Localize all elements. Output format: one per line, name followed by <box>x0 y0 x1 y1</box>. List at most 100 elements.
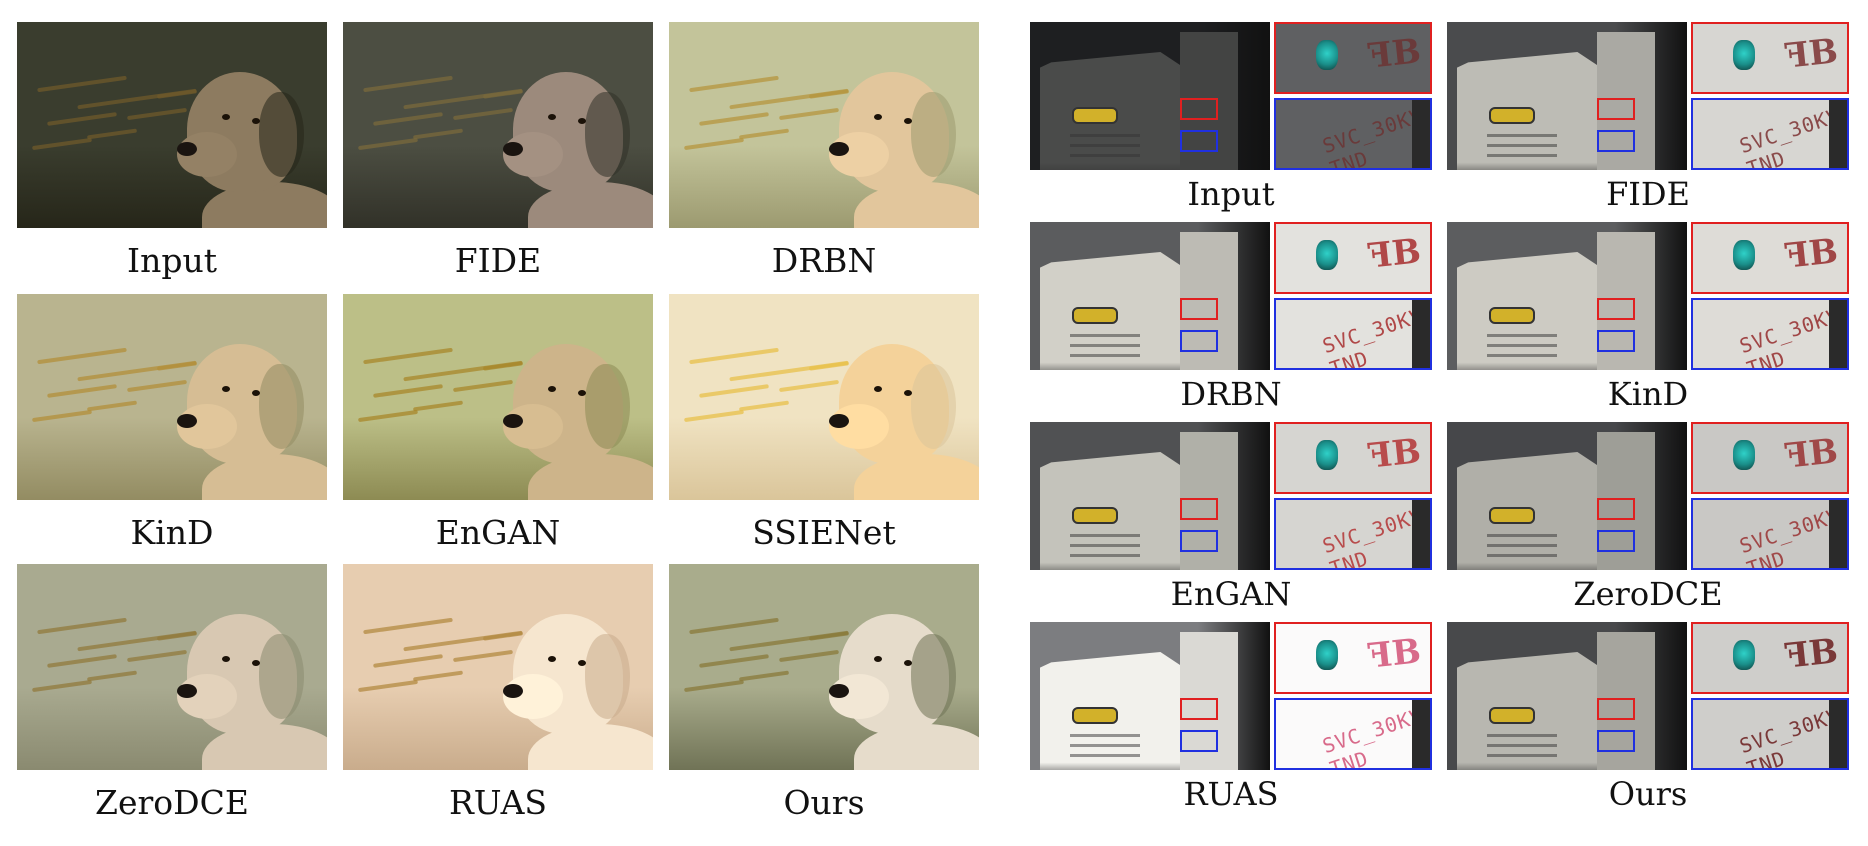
indicator-light <box>1316 440 1338 470</box>
blue-highlight-box <box>1180 530 1218 552</box>
cabinet-vent <box>1070 134 1140 137</box>
red-zoom-inset: ꟻB <box>1691 22 1849 94</box>
dog-nose <box>177 414 197 428</box>
dark-edge <box>1829 100 1847 168</box>
logo-mark: ꟻB <box>1366 631 1423 677</box>
cabinet-image-4 <box>1447 222 1687 370</box>
blue-zoom-inset: SVC_30KVA TND <box>1691 98 1849 170</box>
indicator-light <box>1316 240 1338 270</box>
cabinet-vent <box>1487 134 1557 137</box>
red-highlight-box <box>1597 98 1635 120</box>
cabinet-handle <box>1489 707 1535 724</box>
red-zoom-inset: ꟻB <box>1274 22 1432 94</box>
red-highlight-box <box>1597 498 1635 520</box>
cabinet-vent <box>1070 534 1140 537</box>
blue-highlight-box <box>1180 130 1218 152</box>
cabinet-door <box>1180 632 1238 770</box>
cabinet-door <box>1180 232 1238 370</box>
cabinet-handle <box>1072 107 1118 124</box>
dark-edge <box>1829 300 1847 368</box>
cabinet-vent <box>1070 334 1140 337</box>
dog-eye <box>548 386 556 392</box>
dog-ear <box>585 634 630 719</box>
dog-eye <box>904 660 912 666</box>
cabinet-vent <box>1487 354 1557 357</box>
dog-result-image-6 <box>669 294 979 500</box>
cabinet-handle <box>1072 307 1118 324</box>
dog-nose <box>503 414 523 428</box>
cabinet-handle <box>1072 707 1118 724</box>
dog-eye <box>904 118 912 124</box>
indicator-light <box>1316 40 1338 70</box>
cabinet-door <box>1597 32 1655 170</box>
logo-mark: ꟻB <box>1366 31 1423 77</box>
cabinet-handle <box>1489 107 1535 124</box>
cabinet-vent <box>1487 754 1557 757</box>
red-highlight-box <box>1180 98 1218 120</box>
cabinet-vent <box>1070 744 1140 747</box>
dog-result-image-2 <box>343 22 653 228</box>
dog-result-image-7 <box>17 564 327 770</box>
red-zoom-inset: ꟻB <box>1691 222 1849 294</box>
blue-highlight-box <box>1597 730 1635 752</box>
logo-mark: ꟻB <box>1783 31 1840 77</box>
dog-ear <box>911 92 956 177</box>
dog-eye <box>578 118 586 124</box>
cabinet-image-7 <box>1030 622 1270 770</box>
caption-ruas: RUAS <box>1183 775 1279 813</box>
dark-edge <box>1412 100 1430 168</box>
dog-ear <box>911 364 956 449</box>
dog-eye <box>252 118 260 124</box>
red-highlight-box <box>1597 298 1635 320</box>
dog-result-image-8 <box>343 564 653 770</box>
cabinet-image-1 <box>1030 22 1270 170</box>
dog-ear <box>585 92 630 177</box>
cabinet-image-3 <box>1030 222 1270 370</box>
dog-nose <box>829 684 849 698</box>
dark-edge <box>1412 700 1430 768</box>
blue-zoom-inset: SVC_30KVA TND <box>1691 698 1849 770</box>
dog-eye <box>874 386 882 392</box>
logo-mark: ꟻB <box>1366 231 1423 277</box>
cabinet-image-8 <box>1447 622 1687 770</box>
blue-zoom-inset: SVC_30KVA TND <box>1274 298 1432 370</box>
dog-eye <box>252 390 260 396</box>
dog-eye <box>252 660 260 666</box>
cabinet-vent <box>1070 554 1140 557</box>
dog-eye <box>222 656 230 662</box>
red-highlight-box <box>1180 298 1218 320</box>
dog-result-image-1 <box>17 22 327 228</box>
caption-drbn: DRBN <box>771 241 877 280</box>
cabinet-vent <box>1487 344 1557 347</box>
red-highlight-box <box>1180 698 1218 720</box>
cabinet-vent <box>1070 544 1140 547</box>
dog-eye <box>578 390 586 396</box>
caption-input: Input <box>1187 175 1275 213</box>
caption-zerodce: ZeroDCE <box>95 783 249 822</box>
cabinet-handle <box>1489 307 1535 324</box>
caption-input: Input <box>127 241 217 280</box>
caption-fide: FIDE <box>1606 175 1690 213</box>
blue-zoom-inset: SVC_30KVA TND <box>1274 498 1432 570</box>
dog-result-image-9 <box>669 564 979 770</box>
caption-engan: EnGAN <box>1170 575 1292 613</box>
cabinet-vent <box>1487 554 1557 557</box>
cabinet-handle <box>1489 507 1535 524</box>
cabinet-vent <box>1070 354 1140 357</box>
indicator-light <box>1316 640 1338 670</box>
dog-eye <box>222 114 230 120</box>
caption-ssienet: SSIENet <box>752 513 896 552</box>
red-highlight-box <box>1180 498 1218 520</box>
dark-edge <box>1829 700 1847 768</box>
cabinet-image-6 <box>1447 422 1687 570</box>
dog-ear <box>259 364 304 449</box>
dog-nose <box>503 684 523 698</box>
dog-eye <box>874 656 882 662</box>
cabinet-vent <box>1487 534 1557 537</box>
blue-highlight-box <box>1597 530 1635 552</box>
caption-ruas: RUAS <box>448 783 548 822</box>
dog-eye <box>874 114 882 120</box>
cabinet-vent <box>1487 544 1557 547</box>
dog-nose <box>177 684 197 698</box>
cabinet-vent <box>1487 144 1557 147</box>
